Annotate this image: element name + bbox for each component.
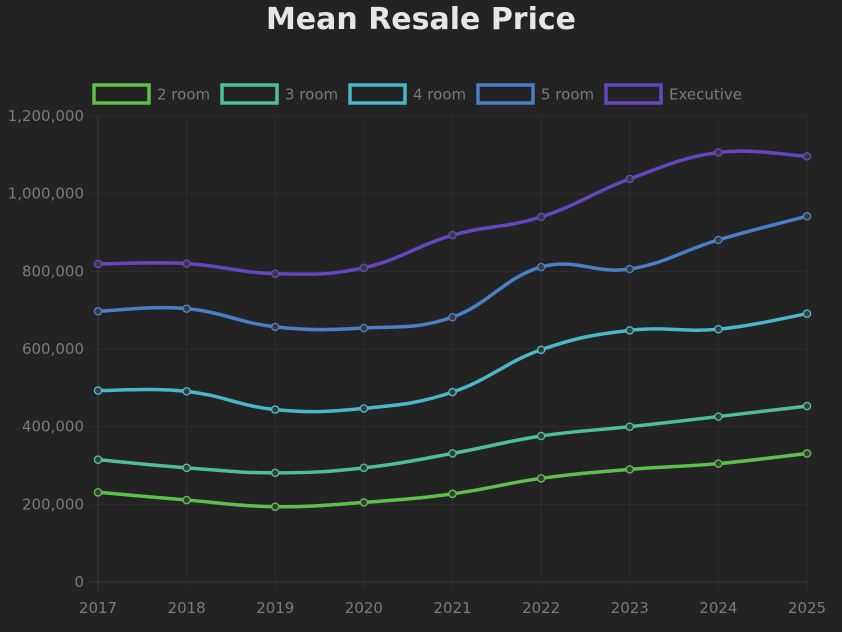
data-point[interactable] (182, 259, 191, 268)
data-point[interactable] (625, 264, 635, 274)
legend-swatch (604, 83, 663, 105)
x-tick-label: 2018 (168, 599, 206, 617)
x-tick-label: 2021 (433, 599, 471, 617)
data-point[interactable] (625, 174, 635, 184)
legend-item[interactable]: 5 room (476, 83, 594, 105)
series-executive (93, 148, 812, 278)
data-point[interactable] (802, 152, 812, 161)
data-point[interactable] (359, 263, 369, 273)
legend-label: 4 room (413, 86, 466, 104)
chart-title: Mean Resale Price (265, 2, 577, 37)
series-4-room (93, 309, 812, 414)
data-point[interactable] (359, 463, 369, 473)
legend-swatch (92, 83, 151, 105)
y-tick-label: 1,200,000 (8, 107, 84, 125)
grid (90, 115, 808, 590)
data-point[interactable] (625, 465, 635, 474)
series-lines (93, 148, 812, 511)
data-point[interactable] (448, 387, 457, 397)
data-point[interactable] (93, 487, 103, 497)
data-point[interactable] (182, 387, 191, 396)
data-point[interactable] (448, 312, 457, 322)
data-point[interactable] (448, 230, 457, 240)
data-point[interactable] (714, 412, 723, 421)
data-point[interactable] (536, 431, 546, 441)
data-point[interactable] (536, 474, 546, 483)
data-point[interactable] (714, 459, 723, 468)
series-5-room (93, 211, 812, 333)
legend-item[interactable]: Executive (604, 83, 742, 105)
data-point[interactable] (714, 324, 723, 334)
legend-swatch (348, 83, 407, 105)
series-3-room (93, 401, 812, 478)
data-point[interactable] (448, 489, 457, 499)
data-point[interactable] (625, 422, 635, 431)
x-tick-label: 2023 (611, 599, 649, 617)
data-point[interactable] (93, 307, 103, 316)
y-tick-label: 0 (74, 573, 84, 591)
legend-item[interactable]: 3 room (220, 83, 338, 105)
data-point[interactable] (182, 463, 191, 473)
data-point[interactable] (536, 262, 546, 272)
data-point[interactable] (802, 211, 812, 221)
data-point[interactable] (270, 468, 280, 478)
axes: 0 200,000 400,000 600,000 800,000 1,000,000 1,… (8, 107, 826, 617)
legend: 2 room 3 room 4 room 5 room Executive (92, 83, 742, 105)
data-point[interactable] (714, 148, 723, 157)
data-point[interactable] (802, 449, 812, 458)
data-point[interactable] (93, 259, 103, 269)
data-point[interactable] (714, 235, 723, 245)
x-tick-label: 2020 (345, 599, 383, 617)
y-tick-label: 400,000 (22, 418, 84, 436)
x-tick-label: 2019 (256, 599, 294, 617)
data-point[interactable] (182, 495, 191, 505)
data-point[interactable] (536, 212, 546, 222)
series-2-room (93, 449, 812, 511)
legend-item[interactable]: 2 room (92, 83, 210, 105)
legend-swatch (220, 83, 279, 105)
legend-label: 2 room (157, 86, 210, 104)
data-point[interactable] (536, 345, 546, 355)
y-tick-label: 800,000 (22, 262, 84, 280)
y-tick-label: 600,000 (22, 340, 84, 358)
x-tick-label: 2017 (79, 599, 117, 617)
data-point[interactable] (93, 386, 103, 395)
data-point[interactable] (802, 309, 812, 318)
x-tick-label: 2024 (699, 599, 737, 617)
data-point[interactable] (359, 498, 369, 507)
data-point[interactable] (625, 326, 635, 335)
data-point[interactable] (270, 502, 280, 511)
data-point[interactable] (359, 404, 369, 413)
legend-swatch (476, 83, 535, 105)
data-point[interactable] (182, 304, 191, 313)
x-tick-label: 2025 (788, 599, 826, 617)
y-tick-label: 200,000 (22, 495, 84, 513)
legend-label: 5 room (541, 86, 594, 104)
data-point[interactable] (270, 405, 280, 414)
data-point[interactable] (270, 269, 280, 278)
legend-item[interactable]: 4 room (348, 83, 466, 105)
data-point[interactable] (448, 449, 457, 458)
data-point[interactable] (93, 455, 103, 464)
data-point[interactable] (359, 323, 369, 333)
data-point[interactable] (802, 401, 812, 411)
x-tick-label: 2022 (522, 599, 560, 617)
y-tick-label: 1,000,000 (8, 185, 84, 203)
data-point[interactable] (270, 322, 280, 332)
legend-label: 3 room (285, 86, 338, 104)
legend-label: Executive (669, 86, 742, 104)
